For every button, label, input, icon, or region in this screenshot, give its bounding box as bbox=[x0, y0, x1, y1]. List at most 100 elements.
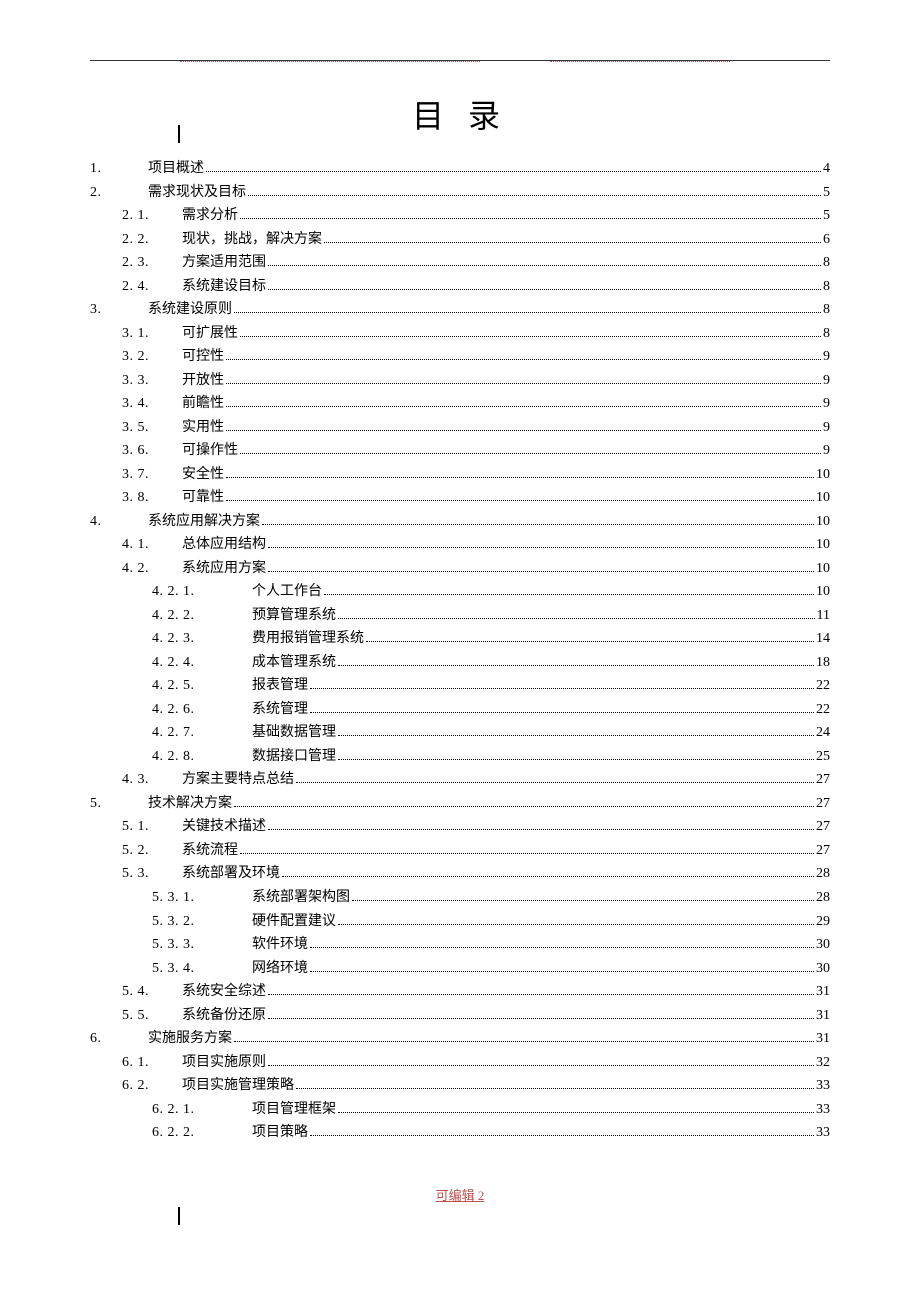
toc-entry[interactable]: 4. 1.总体应用结构10 bbox=[90, 533, 830, 557]
toc-entry[interactable]: 4. 2. 6.系统管理22 bbox=[90, 698, 830, 722]
toc-entry[interactable]: 4. 3.方案主要特点总结27 bbox=[90, 768, 830, 792]
toc-entry[interactable]: 4. 2. 2.预算管理系统11 bbox=[90, 604, 830, 628]
toc-entry[interactable]: 5. 1.关键技术描述27 bbox=[90, 815, 830, 839]
toc-leader-dots bbox=[338, 618, 815, 619]
toc-number: 4. 2. 1. bbox=[90, 580, 252, 604]
toc-entry[interactable]: 6. 2. 2.项目策略33 bbox=[90, 1121, 830, 1145]
toc-entry[interactable]: 4.系统应用解决方案10 bbox=[90, 510, 830, 534]
toc-text: 预算管理系统 bbox=[252, 604, 336, 628]
toc-text: 系统建设原则 bbox=[148, 298, 232, 322]
toc-page: 32 bbox=[816, 1051, 830, 1075]
toc-leader-dots bbox=[226, 477, 814, 478]
toc-entry[interactable]: 4. 2. 8.数据接口管理25 bbox=[90, 745, 830, 769]
toc-entry[interactable]: 3.系统建设原则8 bbox=[90, 298, 830, 322]
toc-page: 33 bbox=[816, 1098, 830, 1122]
toc-entry[interactable]: 2.需求现状及目标5 bbox=[90, 181, 830, 205]
toc-page: 33 bbox=[816, 1074, 830, 1098]
toc-leader-dots bbox=[310, 1135, 814, 1136]
toc-number: 3. 8. bbox=[90, 486, 182, 510]
toc-leader-dots bbox=[296, 782, 814, 783]
toc-number: 6. 1. bbox=[90, 1051, 182, 1075]
toc-entry[interactable]: 1.项目概述4 bbox=[90, 157, 830, 181]
toc-entry[interactable]: 3. 4.前瞻性9 bbox=[90, 392, 830, 416]
toc-leader-dots bbox=[226, 406, 821, 407]
toc-leader-dots bbox=[324, 242, 821, 243]
toc-entry[interactable]: 4. 2.系统应用方案10 bbox=[90, 557, 830, 581]
toc-text: 技术解决方案 bbox=[148, 792, 232, 816]
toc-entry[interactable]: 5. 3. 4.网络环境30 bbox=[90, 957, 830, 981]
toc-number: 4. 1. bbox=[90, 533, 182, 557]
toc-number: 4. 2. 2. bbox=[90, 604, 252, 628]
toc-page: 4 bbox=[823, 157, 830, 181]
toc-entry[interactable]: 4. 2. 4.成本管理系统18 bbox=[90, 651, 830, 675]
toc-entry[interactable]: 4. 2. 3.费用报销管理系统14 bbox=[90, 627, 830, 651]
toc-entry[interactable]: 5. 3. 1.系统部署架构图28 bbox=[90, 886, 830, 910]
toc-entry[interactable]: 3. 1.可扩展性8 bbox=[90, 322, 830, 346]
toc-entry[interactable]: 6. 1.项目实施原则32 bbox=[90, 1051, 830, 1075]
toc-number: 1. bbox=[90, 157, 148, 181]
toc-text: 可操作性 bbox=[182, 439, 238, 463]
toc-entry[interactable]: 5. 3. 3.软件环境30 bbox=[90, 933, 830, 957]
toc-leader-dots bbox=[262, 524, 814, 525]
toc-number: 5. 2. bbox=[90, 839, 182, 863]
toc-entry[interactable]: 4. 2. 7.基础数据管理24 bbox=[90, 721, 830, 745]
toc-text: 系统建设目标 bbox=[182, 275, 266, 299]
toc-page: 8 bbox=[823, 275, 830, 299]
toc-number: 3. 5. bbox=[90, 416, 182, 440]
toc-text: 软件环境 bbox=[252, 933, 308, 957]
toc-number: 6. bbox=[90, 1027, 148, 1051]
toc-entry[interactable]: 2. 4.系统建设目标8 bbox=[90, 275, 830, 299]
toc-entry[interactable]: 3. 8.可靠性10 bbox=[90, 486, 830, 510]
toc-text: 网络环境 bbox=[252, 957, 308, 981]
toc-number: 2. 1. bbox=[90, 204, 182, 228]
toc-text: 系统备份还原 bbox=[182, 1004, 266, 1028]
toc-number: 4. 2. 6. bbox=[90, 698, 252, 722]
toc-entry[interactable]: 2. 1.需求分析5 bbox=[90, 204, 830, 228]
toc-entry[interactable]: 3. 7.安全性10 bbox=[90, 463, 830, 487]
toc-page: 8 bbox=[823, 251, 830, 275]
toc-text: 实用性 bbox=[182, 416, 224, 440]
toc-number: 5. 3. 4. bbox=[90, 957, 252, 981]
toc-number: 3. 3. bbox=[90, 369, 182, 393]
toc-text: 前瞻性 bbox=[182, 392, 224, 416]
toc-text: 系统应用解决方案 bbox=[148, 510, 260, 534]
toc-number: 6. 2. bbox=[90, 1074, 182, 1098]
toc-page: 27 bbox=[816, 792, 830, 816]
toc-entry[interactable]: 3. 2.可控性9 bbox=[90, 345, 830, 369]
toc-leader-dots bbox=[240, 336, 821, 337]
toc-text: 个人工作台 bbox=[252, 580, 322, 604]
toc-leader-dots bbox=[268, 1018, 814, 1019]
toc-entry[interactable]: 6. 2.项目实施管理策略33 bbox=[90, 1074, 830, 1098]
toc-entry[interactable]: 3. 5.实用性9 bbox=[90, 416, 830, 440]
toc-entry[interactable]: 5. 5.系统备份还原31 bbox=[90, 1004, 830, 1028]
toc-text: 项目策略 bbox=[252, 1121, 308, 1145]
toc-page: 22 bbox=[816, 674, 830, 698]
toc-entry[interactable]: 6.实施服务方案31 bbox=[90, 1027, 830, 1051]
toc-number: 3. bbox=[90, 298, 148, 322]
toc-leader-dots bbox=[268, 289, 821, 290]
toc-number: 2. 2. bbox=[90, 228, 182, 252]
toc-entry[interactable]: 5.技术解决方案27 bbox=[90, 792, 830, 816]
toc-leader-dots bbox=[240, 218, 821, 219]
toc-entry[interactable]: 5. 3. 2.硬件配置建议29 bbox=[90, 910, 830, 934]
toc-entry[interactable]: 6. 2. 1.项目管理框架33 bbox=[90, 1098, 830, 1122]
toc-entry[interactable]: 2. 3.方案适用范围8 bbox=[90, 251, 830, 275]
toc-leader-dots bbox=[324, 594, 814, 595]
toc-entry[interactable]: 3. 6.可操作性9 bbox=[90, 439, 830, 463]
toc-text: 系统安全综述 bbox=[182, 980, 266, 1004]
toc-leader-dots bbox=[310, 712, 814, 713]
toc-text: 现状，挑战，解决方案 bbox=[182, 228, 322, 252]
toc-text: 需求现状及目标 bbox=[148, 181, 246, 205]
toc-entry[interactable]: 5. 3.系统部署及环境28 bbox=[90, 862, 830, 886]
toc-entry[interactable]: 3. 3.开放性9 bbox=[90, 369, 830, 393]
toc-leader-dots bbox=[226, 500, 814, 501]
toc-text: 数据接口管理 bbox=[252, 745, 336, 769]
toc-entry[interactable]: 5. 2.系统流程27 bbox=[90, 839, 830, 863]
toc-entry[interactable]: 5. 4.系统安全综述31 bbox=[90, 980, 830, 1004]
toc-text: 可控性 bbox=[182, 345, 224, 369]
toc-entry[interactable]: 2. 2.现状，挑战，解决方案6 bbox=[90, 228, 830, 252]
toc-text: 安全性 bbox=[182, 463, 224, 487]
toc-page: 31 bbox=[816, 980, 830, 1004]
toc-entry[interactable]: 4. 2. 1.个人工作台10 bbox=[90, 580, 830, 604]
toc-entry[interactable]: 4. 2. 5.报表管理22 bbox=[90, 674, 830, 698]
